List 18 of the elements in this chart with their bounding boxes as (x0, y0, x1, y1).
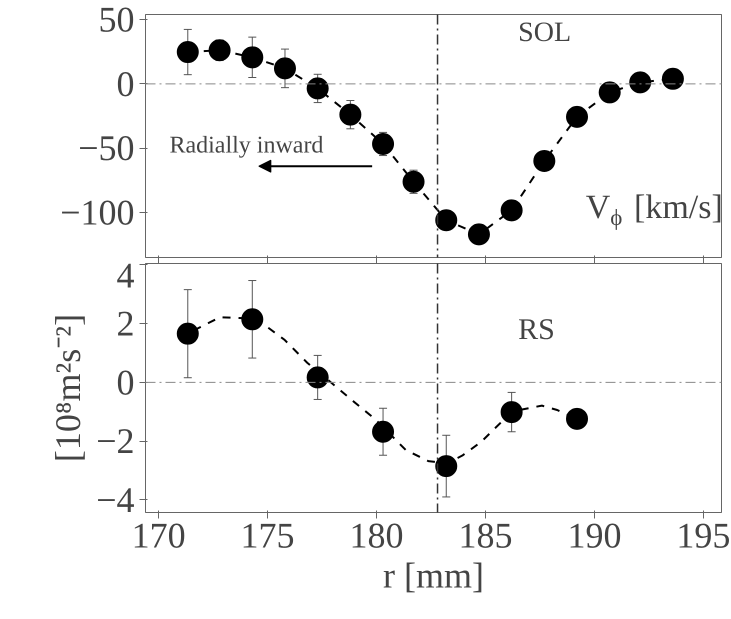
y-tick-label: 50 (98, 0, 134, 40)
x-tick-label: 175 (240, 516, 295, 556)
y-tick-label: 0 (116, 64, 134, 104)
x-tick-label: 195 (676, 516, 730, 556)
annotation: SOL (518, 17, 572, 48)
y-tick-label: −50 (78, 128, 135, 168)
annotation: RS (518, 313, 555, 346)
x-axis-title: r [mm] (383, 556, 484, 596)
annotation: Radially inward (169, 132, 324, 159)
y-tick-label: 2 (116, 304, 134, 344)
x-tick-label: 185 (458, 516, 512, 556)
x-tick-label: 180 (350, 516, 404, 556)
x-tick-label: 190 (567, 516, 622, 556)
y-tick-label: −100 (60, 192, 135, 232)
y-tick-label: −2 (96, 421, 135, 462)
y-axis-title: [10⁸m²s⁻²] (48, 314, 88, 462)
y-tick-label: 4 (116, 256, 134, 296)
y-tick-label: 0 (116, 362, 134, 402)
